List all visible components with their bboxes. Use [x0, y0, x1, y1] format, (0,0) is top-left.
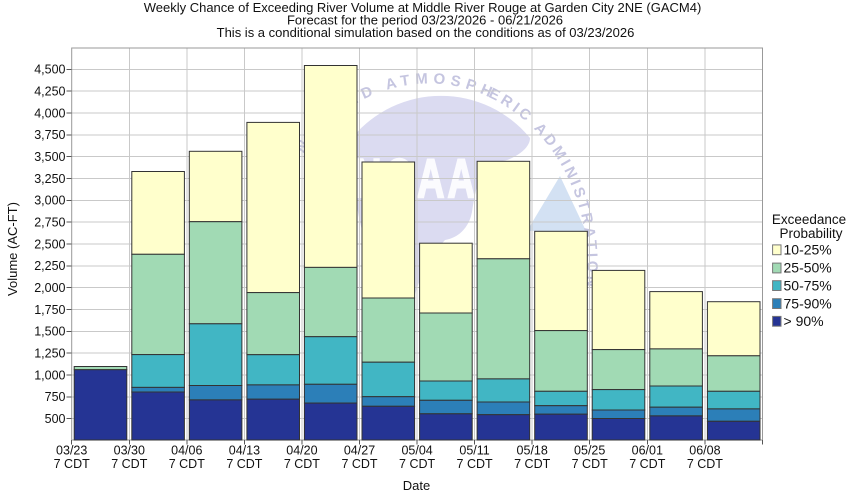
- svg-text:3,750: 3,750: [34, 128, 65, 142]
- svg-text:4,500: 4,500: [34, 63, 65, 77]
- svg-text:05/18: 05/18: [517, 444, 548, 458]
- svg-text:05/25: 05/25: [574, 444, 605, 458]
- svg-text:05/04: 05/04: [401, 444, 432, 458]
- svg-text:4,000: 4,000: [34, 106, 65, 120]
- svg-text:This is a conditional simulati: This is a conditional simulation based o…: [217, 25, 635, 40]
- svg-text:Probability: Probability: [779, 226, 842, 241]
- svg-text:750: 750: [45, 390, 66, 404]
- svg-text:7 CDT: 7 CDT: [457, 457, 493, 471]
- svg-text:1,250: 1,250: [34, 347, 65, 361]
- svg-text:04/06: 04/06: [171, 444, 202, 458]
- svg-text:Exceedance: Exceedance: [772, 212, 846, 227]
- svg-text:7 CDT: 7 CDT: [687, 457, 723, 471]
- svg-text:06/01: 06/01: [632, 444, 663, 458]
- svg-text:7 CDT: 7 CDT: [111, 457, 147, 471]
- svg-text:75-90%: 75-90%: [784, 295, 832, 311]
- svg-text:7 CDT: 7 CDT: [629, 457, 665, 471]
- svg-text:2,250: 2,250: [34, 259, 65, 273]
- svg-text:03/30: 03/30: [114, 444, 145, 458]
- svg-text:1,000: 1,000: [34, 368, 65, 382]
- svg-text:7 CDT: 7 CDT: [169, 457, 205, 471]
- svg-text:Date: Date: [403, 478, 430, 493]
- svg-text:Forecast for the period 03/23/: Forecast for the period 03/23/2026 - 06/…: [287, 13, 563, 28]
- svg-text:Volume (AC-FT): Volume (AC-FT): [5, 202, 20, 296]
- svg-text:50-75%: 50-75%: [784, 277, 832, 293]
- svg-text:> 90%: > 90%: [784, 313, 824, 329]
- svg-text:06/08: 06/08: [689, 444, 720, 458]
- svg-text:7 CDT: 7 CDT: [226, 457, 262, 471]
- svg-text:7 CDT: 7 CDT: [284, 457, 320, 471]
- svg-text:7 CDT: 7 CDT: [54, 457, 90, 471]
- svg-text:1,750: 1,750: [34, 303, 65, 317]
- svg-text:4,250: 4,250: [34, 85, 65, 99]
- svg-text:500: 500: [45, 412, 66, 426]
- svg-text:7 CDT: 7 CDT: [399, 457, 435, 471]
- svg-text:2,000: 2,000: [34, 281, 65, 295]
- svg-text:7 CDT: 7 CDT: [572, 457, 608, 471]
- svg-text:04/20: 04/20: [286, 444, 317, 458]
- svg-text:7 CDT: 7 CDT: [341, 457, 377, 471]
- svg-text:3,000: 3,000: [34, 194, 65, 208]
- svg-text:2,750: 2,750: [34, 216, 65, 230]
- svg-text:05/11: 05/11: [459, 444, 489, 458]
- svg-text:10-25%: 10-25%: [784, 242, 832, 258]
- svg-text:04/13: 04/13: [229, 444, 260, 458]
- svg-text:2,500: 2,500: [34, 237, 65, 251]
- svg-text:04/27: 04/27: [344, 444, 375, 458]
- svg-text:3,500: 3,500: [34, 150, 65, 164]
- svg-text:Weekly Chance of Exceeding Riv: Weekly Chance of Exceeding River Volume …: [144, 0, 702, 15]
- svg-text:25-50%: 25-50%: [784, 260, 832, 276]
- svg-text:7 CDT: 7 CDT: [514, 457, 550, 471]
- svg-text:1,500: 1,500: [34, 325, 65, 339]
- svg-text:3,250: 3,250: [34, 172, 65, 186]
- svg-text:03/23: 03/23: [56, 444, 87, 458]
